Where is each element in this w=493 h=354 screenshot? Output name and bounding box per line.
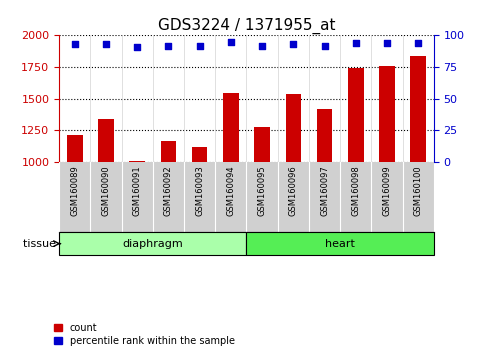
Text: GSM160100: GSM160100 xyxy=(414,166,423,216)
Point xyxy=(320,43,328,48)
Text: GSM160097: GSM160097 xyxy=(320,166,329,216)
Text: tissue: tissue xyxy=(23,239,59,249)
Text: GSM160093: GSM160093 xyxy=(195,166,204,216)
Title: GDS3224 / 1371955_at: GDS3224 / 1371955_at xyxy=(158,18,335,34)
Point xyxy=(383,40,391,46)
Text: GSM160096: GSM160096 xyxy=(289,166,298,216)
Point xyxy=(196,43,204,48)
Text: GSM160095: GSM160095 xyxy=(258,166,267,216)
Bar xyxy=(129,161,145,162)
Point xyxy=(133,44,141,50)
Point xyxy=(71,41,79,47)
Point xyxy=(165,43,173,48)
Bar xyxy=(410,56,426,162)
Legend: count, percentile rank within the sample: count, percentile rank within the sample xyxy=(54,323,235,346)
Text: GSM160091: GSM160091 xyxy=(133,166,141,216)
Text: GSM160089: GSM160089 xyxy=(70,166,79,216)
Bar xyxy=(98,119,114,162)
Point xyxy=(102,41,110,47)
Bar xyxy=(348,68,363,162)
Bar xyxy=(254,127,270,162)
Text: GSM160092: GSM160092 xyxy=(164,166,173,216)
Bar xyxy=(285,94,301,162)
Point xyxy=(227,39,235,45)
Bar xyxy=(379,66,395,162)
Point xyxy=(258,43,266,48)
Point xyxy=(289,41,297,47)
Bar xyxy=(246,232,434,255)
Text: diaphragm: diaphragm xyxy=(122,239,183,249)
Text: GSM160094: GSM160094 xyxy=(226,166,235,216)
Point xyxy=(414,40,422,46)
Bar xyxy=(192,147,208,162)
Bar xyxy=(161,141,176,162)
Text: GSM160099: GSM160099 xyxy=(383,166,391,216)
Point xyxy=(352,40,360,46)
Text: heart: heart xyxy=(325,239,355,249)
Bar xyxy=(67,136,83,162)
Bar xyxy=(317,109,332,162)
Bar xyxy=(59,232,246,255)
Text: GSM160090: GSM160090 xyxy=(102,166,110,216)
Text: GSM160098: GSM160098 xyxy=(352,166,360,216)
Bar xyxy=(223,93,239,162)
